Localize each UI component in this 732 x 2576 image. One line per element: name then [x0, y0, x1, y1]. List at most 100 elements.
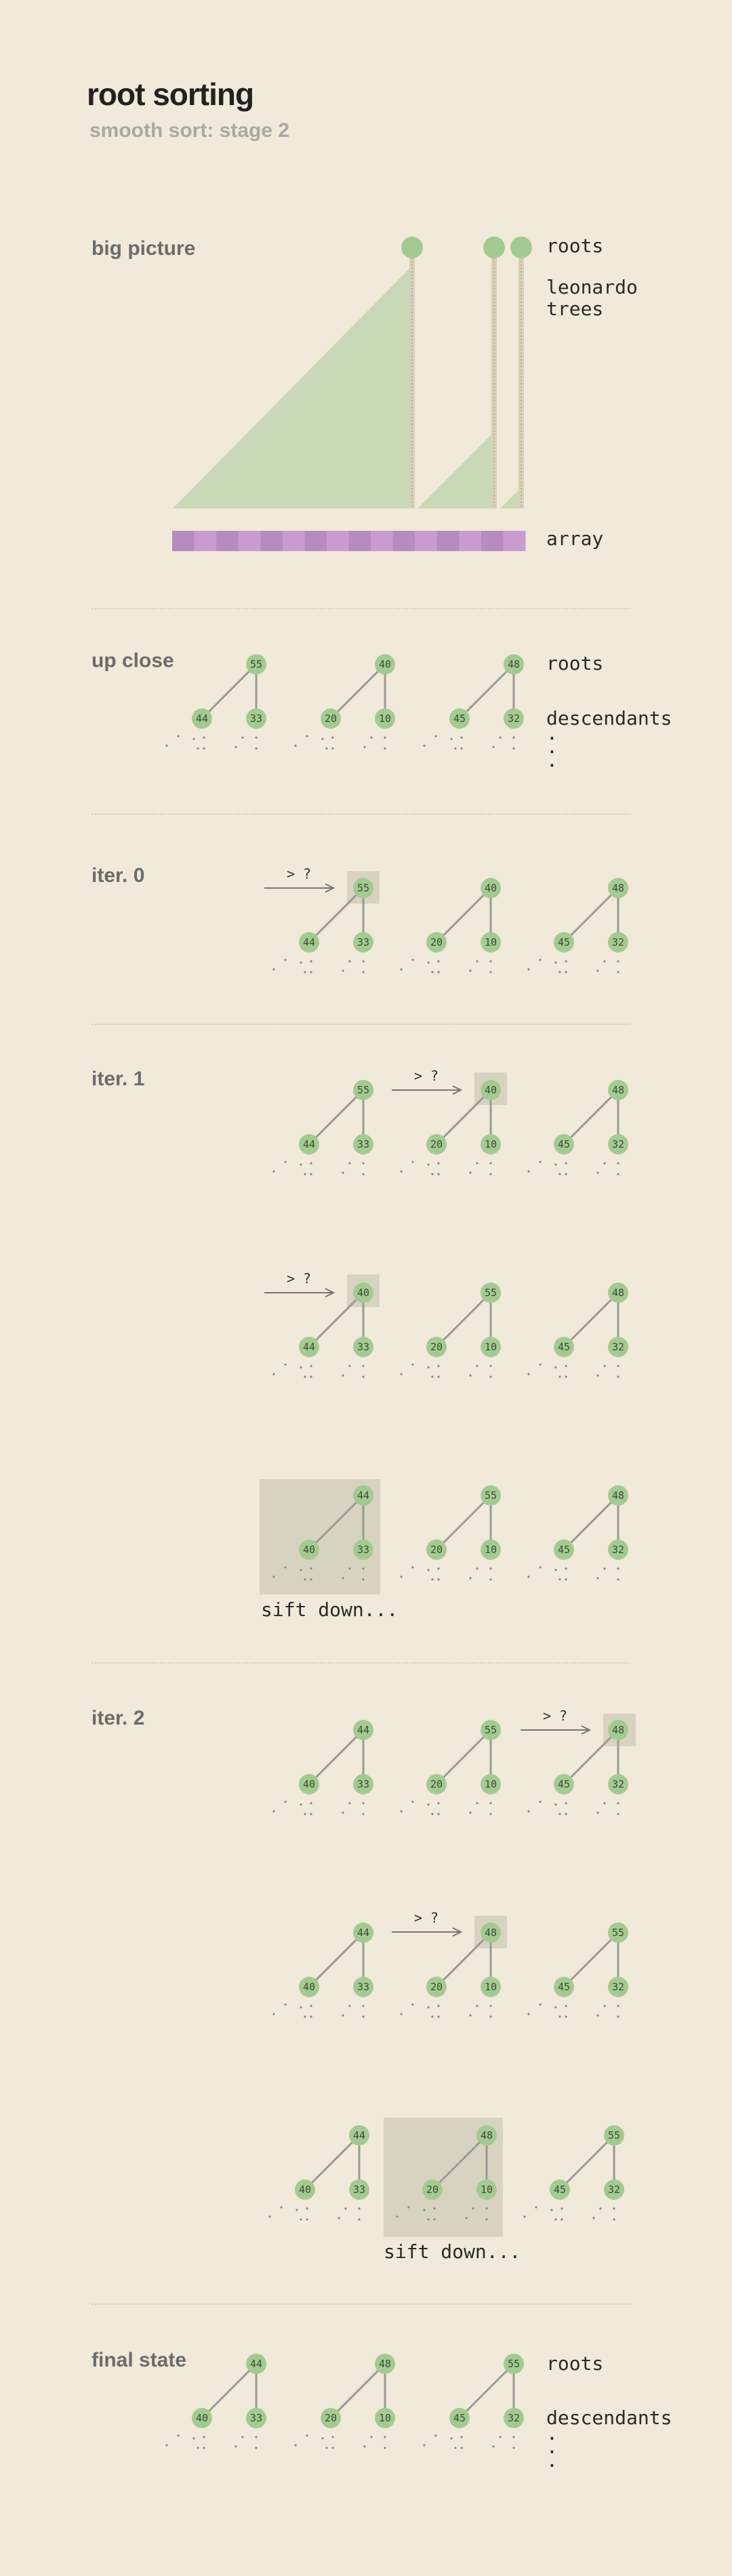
descendant-dot: [539, 1161, 542, 1163]
node-value: 44: [357, 1724, 369, 1736]
node-circle: [321, 708, 341, 729]
node-value: 20: [430, 1544, 443, 1556]
child-node: 40: [299, 1977, 319, 1997]
arrow-head: [452, 1927, 463, 1937]
node-value: 32: [612, 936, 624, 948]
descendant-dot: [499, 2436, 502, 2438]
node-value: 44: [357, 1927, 369, 1939]
descendant-dot: [362, 1578, 365, 1581]
descendant-dot: [325, 2447, 328, 2449]
divider: [92, 1024, 630, 1025]
descendant-dot: [596, 1171, 599, 1174]
leonardo-trees-label: leonardo trees: [546, 276, 638, 320]
descendant-dot: [492, 2445, 495, 2448]
child-node: 45: [554, 1337, 574, 1357]
section-label-up-close: up close: [92, 649, 174, 672]
descendant-dot: [472, 2207, 474, 2210]
leonardo-tree-medium: [418, 431, 495, 508]
descendant-dot: [469, 1171, 472, 1174]
root-node: 44: [349, 2125, 369, 2146]
descendant-dot: [489, 2005, 492, 2007]
tree-edge: [304, 2134, 361, 2191]
descendant-dot: [284, 1800, 287, 1803]
descendant-dot: [565, 2005, 567, 2007]
child-node: 32: [504, 2408, 524, 2428]
root-node: 40: [481, 878, 501, 898]
node-value: 40: [303, 1778, 315, 1790]
descendant-dot: [284, 959, 287, 961]
roots-label: roots: [546, 652, 604, 675]
descendant-dot: [304, 1813, 306, 1815]
node-value: 33: [357, 1138, 369, 1150]
child-node: 40: [192, 2408, 212, 2428]
descendant-dot: [400, 1170, 403, 1173]
node-circle: [353, 1337, 373, 1357]
descendant-dot: [255, 747, 258, 750]
node-circle: [299, 932, 319, 952]
descendant-dot: [617, 2005, 619, 2007]
descendant-dot: [300, 961, 302, 964]
root-node: 55: [481, 1283, 501, 1303]
compare-label: > ?: [414, 1910, 439, 1926]
descendant-dot: [431, 2015, 434, 2018]
descendant-dot: [348, 1567, 351, 1570]
section-label-iter2: iter. 2: [92, 1707, 145, 1729]
array-cell: [371, 531, 394, 551]
descendant-dot: [603, 1365, 606, 1367]
descendant-dot: [554, 1803, 557, 1806]
section-label-iter0: iter. 0: [92, 864, 145, 887]
node-circle: [608, 1485, 628, 1506]
node-circle: [349, 2179, 369, 2200]
descendant-dot: [565, 1173, 567, 1175]
child-node: 33: [349, 2179, 369, 2200]
root-node: 55: [353, 878, 373, 898]
node-circle: [422, 2179, 443, 2200]
descendant-dot: [523, 2215, 526, 2218]
descendant-dot: [427, 1803, 430, 1806]
root-node: 44: [353, 1923, 373, 1943]
descendant-dot: [165, 744, 168, 747]
descendant-dot: [400, 2013, 403, 2015]
child-node: 45: [449, 2408, 470, 2428]
node-value: 33: [357, 1981, 369, 1993]
tree-row-iter0: 55 44 33 40 20 10 48 45 32: [272, 878, 628, 973]
node-circle: [353, 878, 373, 898]
child-node: 33: [353, 1134, 373, 1154]
descendant-dot: [554, 1569, 557, 1571]
array-label: array: [546, 527, 604, 550]
node-circle: [299, 1774, 319, 1794]
descendant-dot: [603, 1567, 606, 1570]
descendant-dot: [342, 1577, 344, 1579]
descendant-dot: [255, 2436, 258, 2438]
child-node: 32: [504, 708, 524, 729]
descendant-dot: [411, 2003, 414, 2006]
tree-edge: [201, 663, 258, 720]
node-value: 55: [250, 658, 262, 670]
arrow-head: [325, 1288, 336, 1297]
descendant-dot: [362, 971, 365, 973]
leonardo-tree-small: [500, 487, 522, 508]
node-circle: [299, 1337, 319, 1357]
tree-edge: [435, 1494, 492, 1551]
descendant-dot: [370, 2436, 373, 2438]
descendant-dot: [427, 2006, 430, 2009]
root-node: 48: [375, 2354, 395, 2374]
descendant-dot: [310, 2005, 312, 2007]
descendant-dot: [304, 1578, 306, 1581]
root-node: 48: [476, 2125, 497, 2146]
compare-arrow: > ?: [264, 866, 336, 893]
node-circle: [375, 2408, 395, 2428]
node-circle: [353, 1080, 373, 1100]
tree-edge: [435, 1291, 492, 1348]
node-circle: [299, 1134, 319, 1154]
descendant-dot: [306, 2207, 308, 2210]
descendant-dot: [423, 2209, 426, 2211]
compare-arrow: > ?: [521, 1708, 592, 1735]
descendant-dot: [348, 2005, 351, 2007]
descendant-dot: [310, 1173, 312, 1175]
descendant-dot: [565, 1162, 567, 1165]
node-value: 55: [357, 1084, 369, 1096]
descendant-dot: [294, 744, 297, 747]
descendant-dot: [460, 736, 463, 739]
descendant-dot: [272, 1810, 275, 1813]
